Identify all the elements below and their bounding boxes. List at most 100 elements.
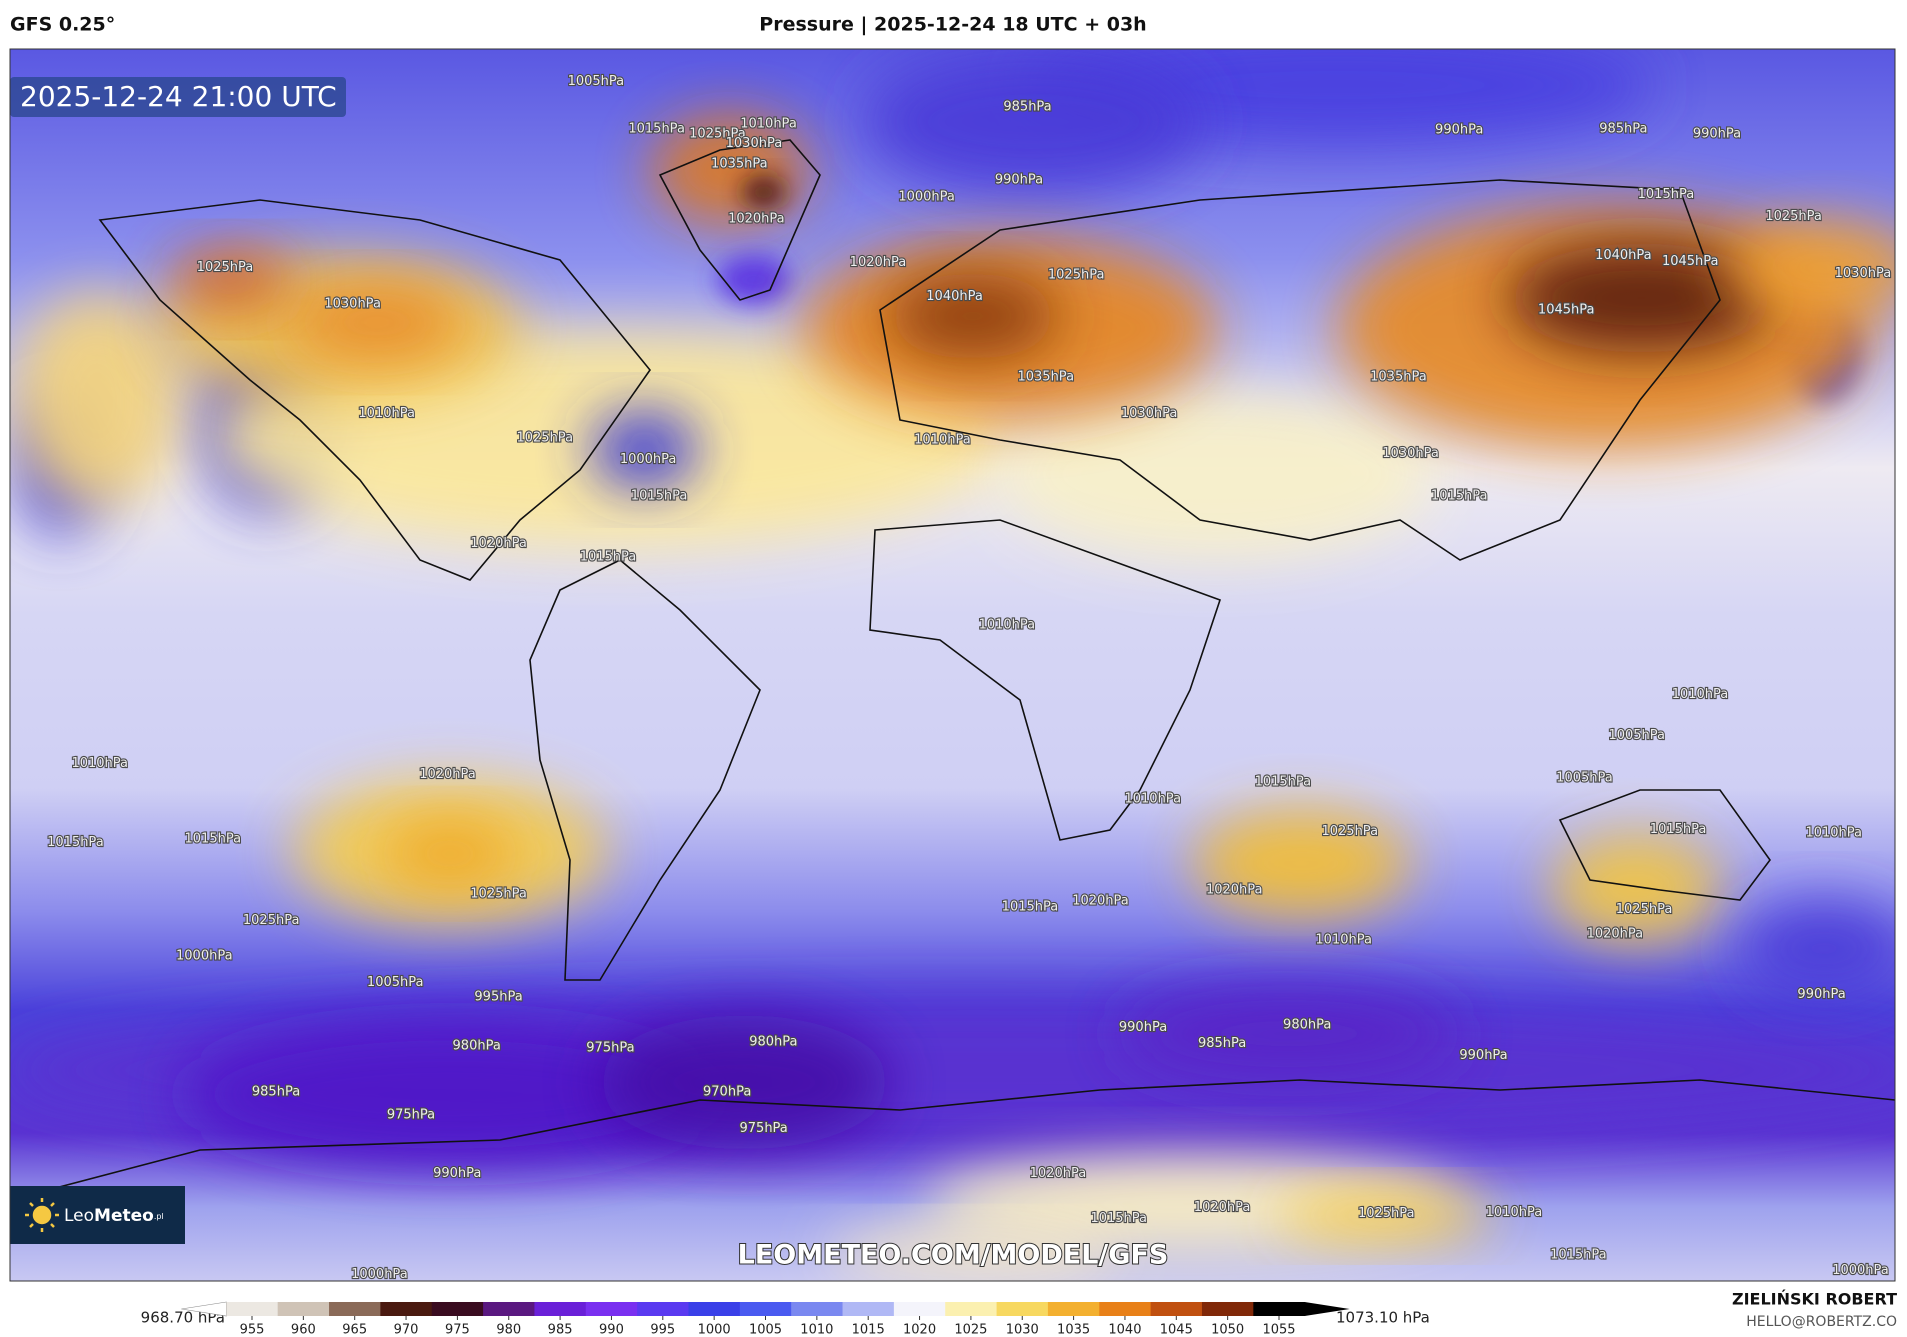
isobar-label: 990hPa (433, 1166, 481, 1181)
isobar-label: 1020hPa (470, 536, 527, 551)
pressure-system (598, 1015, 891, 1150)
isobar-label: 1025hPa (243, 913, 300, 928)
email: HELLO@ROBERTZ.CO (1746, 1314, 1897, 1330)
colorbar-segment (739, 1302, 792, 1316)
isobar-label: 1000hPa (1832, 1263, 1889, 1278)
colorbar-tick-label: 1035 (1057, 1323, 1090, 1337)
isobar-label: 1015hPa (628, 121, 685, 136)
isobar-label: 1015hPa (1431, 489, 1488, 504)
colorbar: 955 960 965 970 975 980 985 990 995 1000 1005 1010 1… (181, 1301, 1350, 1337)
isobar-label: 1015hPa (631, 489, 688, 504)
isobar-label: 1010hPa (914, 433, 971, 448)
isobar-labels: 1005hPa 1015hPa 1025hPa 1030hPa 1035hPa 1010h… (46, 73, 1892, 1282)
isobar-label: 1020hPa (1194, 1200, 1251, 1215)
colorbar-segment (226, 1302, 279, 1316)
isobar-label: 1025hPa (197, 260, 254, 275)
colorbar-segment (996, 1302, 1049, 1316)
colorbar-tick-label: 985 (548, 1323, 573, 1337)
pressure-system (1118, 984, 1460, 1083)
author: ZIELIŃSKI ROBERT (1732, 1290, 1897, 1309)
pressure-system (1726, 218, 1895, 317)
colorbar-segment (483, 1302, 535, 1316)
isobar-label: 1010hPa (979, 618, 1036, 633)
isobar-label: 1025hPa (1321, 824, 1378, 839)
isobar-label: 1040hPa (1595, 248, 1652, 263)
pressure-system (383, 819, 517, 888)
isobar-label: 1010hPa (71, 756, 128, 771)
isobar-label: 1025hPa (1765, 209, 1822, 224)
isobar-label: 1000hPa (351, 1267, 408, 1282)
isobar-label: 975hPa (586, 1041, 634, 1056)
isobar-label: 1035hPa (711, 157, 768, 172)
colorbar-segment (1253, 1302, 1306, 1316)
pressure-system (717, 255, 791, 304)
colorbar-segment (1047, 1302, 1100, 1316)
isobar-label: 1010hPa (1486, 1205, 1543, 1220)
isobar-label: 1020hPa (419, 767, 476, 782)
isobar-label: 1020hPa (1030, 1166, 1087, 1181)
map-area: 2025-12-24 21:00 UTC 1005hPa 1015hPa 1025h… (10, 49, 1895, 1282)
watermark: LEOMETEO.COM/MODEL/GFS (738, 1240, 1169, 1271)
colorbar-segment (842, 1302, 895, 1316)
model-name: GFS 0.25° (10, 14, 115, 36)
pressure-system (1276, 1191, 1496, 1241)
isobar-label: 1045hPa (1662, 254, 1719, 269)
isobar-label: 990hPa (1797, 987, 1845, 1002)
colorbar-segment (1150, 1302, 1203, 1316)
isobar-label: 1010hPa (1805, 825, 1862, 840)
isobar-label: 1030hPa (726, 136, 783, 151)
isobar-label: 1005hPa (367, 975, 424, 990)
isobar-label: 990hPa (1435, 123, 1483, 138)
pressure-system (1738, 899, 1895, 998)
isobar-label: 1025hPa (1048, 267, 1105, 282)
colorbar-tick-label: 1050 (1211, 1323, 1244, 1337)
isobar-label: 1010hPa (1315, 932, 1372, 947)
colorbar-tick-label: 1055 (1262, 1323, 1295, 1337)
isobar-label: 1010hPa (740, 117, 797, 132)
map-frame (9, 48, 1896, 1282)
pressure-system (1550, 832, 1721, 943)
isobar-label: 985hPa (252, 1084, 300, 1099)
isobar-label: 990hPa (1459, 1048, 1507, 1063)
colorbar-tick-label: 955 (240, 1323, 265, 1337)
colorbar-segment (688, 1302, 741, 1316)
logo-suffix: .pl (154, 1212, 164, 1221)
isobar-label: 1000hPa (620, 452, 677, 467)
colorbar-segment (893, 1302, 946, 1316)
isobar-label: 1015hPa (580, 549, 637, 564)
isobar-label: 1020hPa (728, 211, 785, 226)
colorbar-segment (329, 1302, 381, 1316)
colorbar-tick-label: 965 (342, 1323, 367, 1337)
isobar-label: 1035hPa (1370, 369, 1427, 384)
isobar-label: 980hPa (1283, 1018, 1331, 1033)
pressure-system (589, 411, 700, 489)
isobar-label: 995hPa (474, 990, 522, 1005)
pressure-system (182, 1021, 718, 1168)
pressure-field (10, 49, 1895, 1277)
colorbar-tick-label: 1000 (698, 1323, 731, 1337)
isobar-label: 1005hPa (1608, 728, 1665, 743)
logo-light: Leo (64, 1206, 94, 1226)
colorbar-segment (380, 1302, 433, 1316)
isobar-label: 980hPa (453, 1038, 501, 1053)
isobar-label: 1015hPa (1255, 774, 1312, 789)
pressure-system (170, 249, 292, 311)
pressure-system (863, 49, 1204, 195)
isobar-label: 990hPa (995, 172, 1043, 187)
isobar-label: 1015hPa (185, 832, 242, 847)
colorbar-tick-label: 960 (291, 1323, 316, 1337)
isobar-label: 1020hPa (850, 255, 907, 270)
isobar-label: 1035hPa (1017, 369, 1074, 384)
isobar-label: 1030hPa (324, 297, 381, 312)
isobar-label: 985hPa (1003, 100, 1051, 115)
colorbar-tick-label: 1030 (1006, 1323, 1039, 1337)
isobar-label: 1010hPa (1124, 791, 1181, 806)
colorbar-segment (534, 1302, 587, 1316)
isobar-label: 1020hPa (1206, 883, 1263, 898)
isobar-label: 1015hPa (47, 835, 104, 850)
isobar-label: 975hPa (387, 1108, 435, 1123)
colorbar-segment (585, 1302, 638, 1316)
pressure-system (887, 273, 1058, 359)
pressure-system (1191, 808, 1411, 919)
